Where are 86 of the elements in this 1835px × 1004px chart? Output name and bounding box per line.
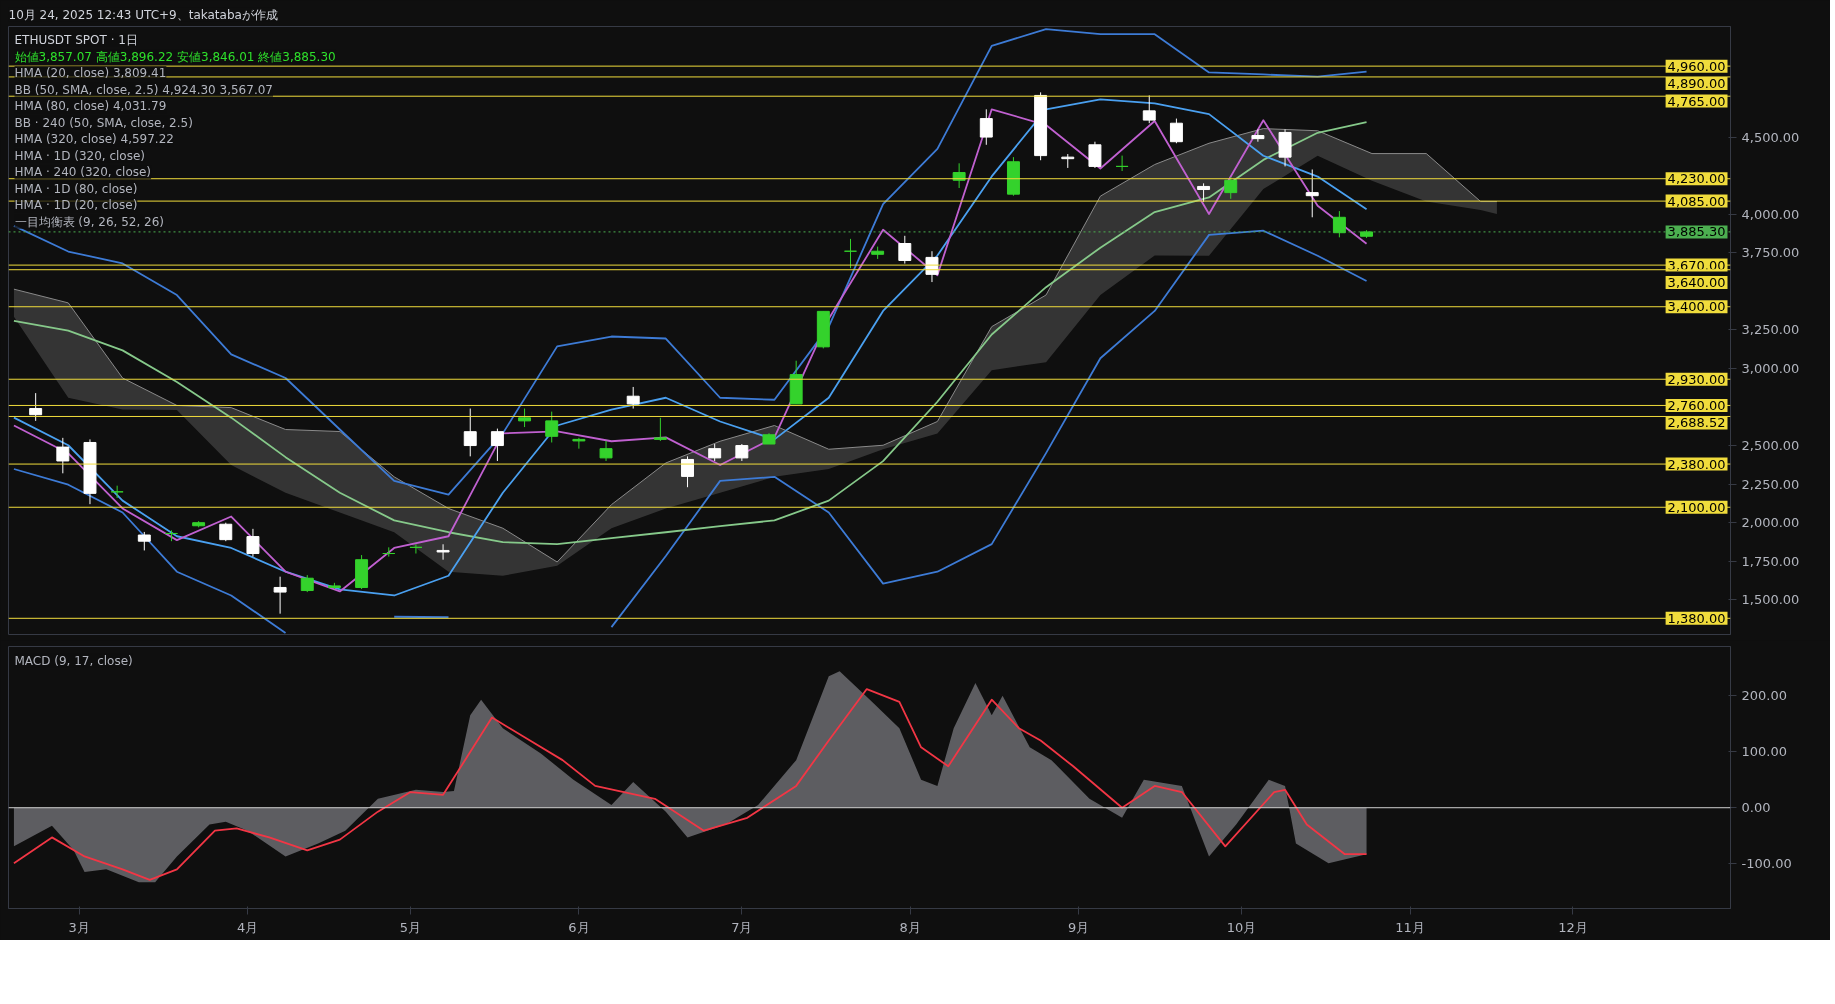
ref-line-label: 3,885.30 (1667, 224, 1726, 240)
candlestick (1142, 94, 1156, 124)
x-tick-label: 12月 (1558, 919, 1588, 935)
annotation: HMA · 1D (320, close) (14, 148, 146, 163)
ref-line-label: 4,230.00 (1667, 171, 1726, 187)
annotation: 一目均衡表 (9, 26, 52, 26) (14, 214, 165, 229)
x-tick-label: 7月 (731, 919, 753, 935)
y-tick-label: 3,000.00 (1741, 360, 1800, 376)
line-series (13, 28, 1368, 496)
annotation: BB (50, SMA, close, 2.5) 4,924.30 3,567.07 (14, 82, 273, 97)
x-tick-label: 8月 (899, 919, 921, 935)
candlestick (626, 386, 640, 410)
text: 始値3,857.07 高値3,896.22 安値3,846.01 終値3,885.30 (14, 49, 336, 64)
candlestick (490, 428, 504, 462)
x-tick-label: 5月 (399, 919, 422, 935)
ref-line-label: 4,890.00 (1667, 76, 1726, 92)
ref-line-label: 3,670.00 (1667, 257, 1726, 273)
candlestick (1115, 155, 1129, 172)
candlestick (436, 543, 450, 561)
candlestick (952, 162, 966, 189)
candlestick (1305, 168, 1319, 218)
candlestick (382, 546, 396, 558)
ref-line-label: 2,100.00 (1667, 499, 1726, 515)
y-tick-label: 4,000.00 (1741, 206, 1800, 222)
ref-line-label: 2,688.52 (1667, 415, 1726, 431)
y-tick-label: 3,250.00 (1741, 322, 1800, 338)
annotation: HMA · 1D (20, close) (14, 198, 138, 213)
text: ETHUSDT SPOT · 1日 (14, 33, 138, 48)
ref-line-label: 1,380.00 (1667, 610, 1726, 626)
x-tick-label: 6月 (568, 919, 590, 935)
y-tick-label: 3,750.00 (1741, 245, 1800, 261)
x-tick-label: 11月 (1395, 919, 1425, 935)
ref-line-label: 3,400.00 (1667, 299, 1726, 315)
y-tick-label: 100.00 (1741, 744, 1787, 760)
candlestick (164, 529, 178, 542)
x-tick-label: 9月 (1068, 919, 1090, 935)
candlestick (1088, 141, 1102, 169)
y-tick-label: 1,500.00 (1741, 592, 1800, 608)
candlestick (110, 485, 124, 499)
ref-line-label: 2,760.00 (1667, 397, 1726, 413)
annotation: HMA (80, close) 4,031.79 (14, 99, 167, 114)
y-tick-label: 0.00 (1741, 800, 1771, 816)
candlestick (599, 440, 613, 462)
candlestick (898, 235, 912, 265)
candlestick (1332, 210, 1346, 238)
candlestick (246, 528, 260, 558)
y-tick-label: 200.00 (1741, 688, 1787, 704)
candlestick (56, 437, 70, 474)
ref-line-label: 2,930.00 (1667, 371, 1726, 387)
y-tick-label: 2,000.00 (1741, 515, 1800, 531)
x-tick-label: 10月 (1226, 919, 1257, 935)
annotation: HMA · 1D (80, close) (14, 181, 138, 196)
y-tick-label: 2,500.00 (1741, 438, 1800, 454)
candlestick (137, 531, 151, 551)
legend-label: 3,640.00 (1667, 275, 1726, 291)
annotation: HMA · 240 (320, close) (14, 165, 152, 180)
candlestick (409, 543, 423, 555)
candlestick (273, 576, 287, 615)
annotation: BB · 240 (50, SMA, close, 2.5) (14, 115, 193, 130)
candlestick (1251, 128, 1265, 143)
annotation: HMA (320, close) 4,597.22 (14, 132, 174, 147)
ref-line-label: 4,960.00 (1667, 58, 1726, 74)
y-tick-label: 4,500.00 (1741, 129, 1800, 145)
annotation: MACD (9, 17, close) (14, 653, 133, 668)
ref-line-label: 4,765.00 (1667, 93, 1726, 109)
y-tick-label: 2,250.00 (1741, 476, 1800, 492)
y-tick-label: 1,750.00 (1741, 553, 1800, 569)
candlestick (518, 408, 532, 428)
candlestick (545, 411, 559, 443)
candlestick (844, 238, 857, 269)
candlestick (463, 408, 477, 457)
candlestick (1224, 176, 1238, 200)
candlestick (572, 437, 586, 450)
text: 10月 24, 2025 12:43 UTC+9、takatabaが作成 (8, 7, 278, 22)
candlestick (979, 108, 993, 146)
annotation: HMA (20, close) 3,809.41 (14, 66, 167, 81)
y-tick-label: -100.00 (1741, 856, 1792, 872)
candlestick (219, 522, 233, 542)
x-tick-label: 3月 (68, 919, 90, 935)
x-tick-label: 4月 (236, 919, 259, 935)
candlestick (653, 417, 667, 442)
candlestick (1197, 182, 1211, 203)
ref-line-label: 2,380.00 (1667, 456, 1726, 472)
candlestick (1169, 118, 1183, 144)
ref-line-label: 4,085.00 (1667, 193, 1726, 209)
candlestick (29, 392, 43, 422)
